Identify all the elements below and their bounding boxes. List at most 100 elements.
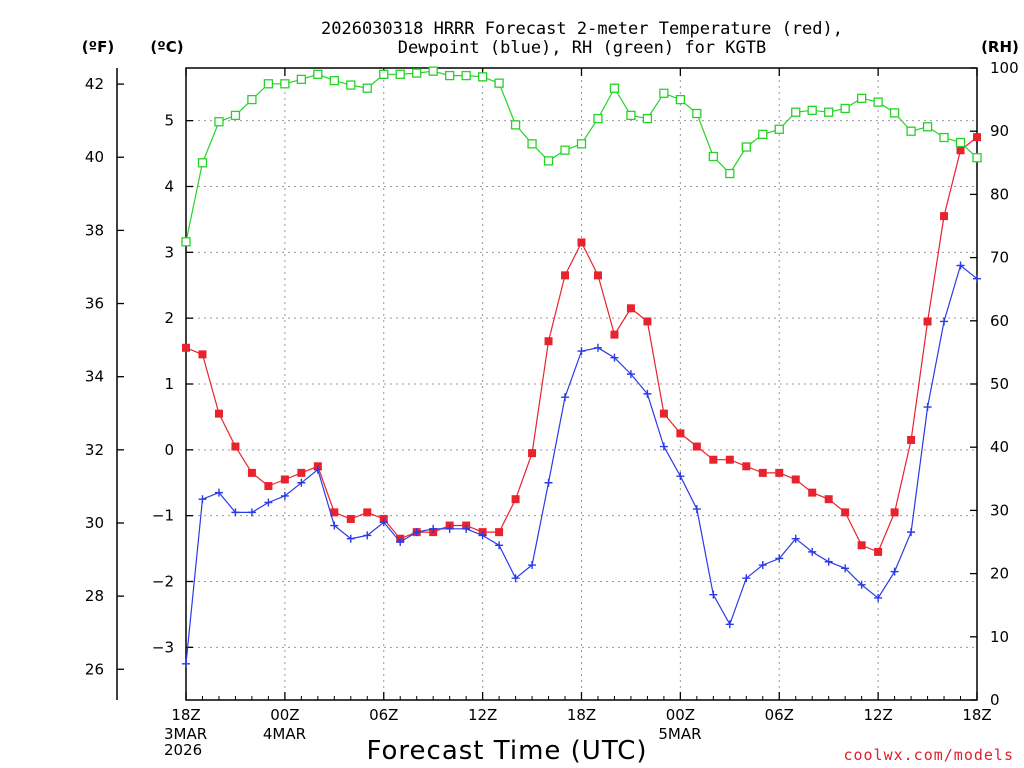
rh-point [230, 110, 241, 121]
dewpoint-point [264, 498, 273, 507]
temperature-point [742, 462, 751, 471]
rh-point [708, 151, 718, 162]
dewpoint-point [478, 531, 487, 540]
time-tick-label: 12Z [468, 706, 497, 724]
dewpoint-point [445, 524, 454, 533]
dewpoint-point [923, 403, 932, 412]
rh-point [642, 113, 653, 124]
temperature-point [973, 133, 981, 142]
temperature-point [363, 508, 372, 517]
dewpoint-point [313, 465, 322, 474]
rh-point [313, 69, 323, 79]
title-line-1: 2026030318 HRRR Forecast 2-meter Tempera… [321, 19, 843, 39]
rh-point [527, 139, 537, 149]
dewpoint-point [907, 528, 916, 537]
time-date-label: 2026 [164, 741, 202, 759]
fahrenheit-unit-label: (ºF) [82, 38, 114, 56]
temperature-point [791, 475, 800, 484]
time-tick-label: 06Z [369, 706, 398, 724]
temperature-point [676, 429, 685, 438]
dewpoint-point [610, 353, 619, 362]
rh-point [955, 137, 966, 148]
rh-point [791, 107, 801, 117]
rh-point [889, 108, 900, 118]
time-tick-label: 06Z [765, 706, 794, 724]
rh-point [939, 132, 949, 143]
temperature-point [874, 547, 883, 556]
rh-point [675, 94, 686, 105]
rh-point [445, 70, 455, 81]
rh-point [543, 156, 554, 166]
dewpoint-point [709, 590, 718, 599]
rh-point [906, 126, 916, 136]
dewpoint-point [214, 488, 223, 497]
rh-tick-label: 30 [990, 501, 1009, 519]
temperature-point [280, 475, 289, 484]
rh-point [395, 69, 405, 79]
rh-point [412, 68, 422, 78]
temperature-point [528, 449, 537, 458]
rh-point [510, 120, 521, 130]
dewpoint-point [511, 574, 520, 583]
grid-lines [186, 68, 977, 700]
temperature-point [643, 317, 652, 326]
time-tick-label: 18Z [171, 706, 200, 724]
celsius-tick-label: 1 [164, 375, 174, 393]
fahrenheit-tick-label: 28 [85, 587, 104, 605]
temperature-point [758, 468, 767, 477]
celsius-axis: −3 −2 −1 0 1 2 3 4 5 [152, 112, 193, 656]
dewpoint-point [182, 659, 190, 668]
time-date-label: 4MAR [263, 725, 306, 743]
rh-point [758, 129, 768, 140]
rh-point [626, 110, 636, 121]
rh-point [477, 72, 488, 82]
temperature-point [593, 271, 602, 280]
rh-tick-label: 90 [990, 122, 1009, 140]
temperature-point [808, 488, 817, 497]
dewpoint-point [544, 478, 553, 487]
fahrenheit-tick-label: 42 [85, 75, 104, 93]
dewpoint-point [643, 389, 652, 398]
rh-point [593, 113, 603, 124]
rh-point [181, 237, 191, 247]
rh-point [214, 117, 224, 127]
celsius-tick-label: −2 [152, 573, 174, 591]
temperature-point [198, 350, 207, 359]
celsius-tick-label: −3 [152, 638, 174, 656]
temperature-point [857, 541, 866, 550]
rh-point [329, 75, 339, 86]
dewpoint-point [412, 528, 421, 537]
dewpoint-point [940, 317, 949, 326]
time-date-label: 3MAR [164, 725, 207, 743]
rh-unit-label: (RH) [981, 38, 1019, 56]
celsius-tick-label: 3 [164, 243, 174, 261]
rh-tick-label: 50 [990, 375, 1009, 393]
credit-link[interactable]: coolwx.com/models [843, 746, 1014, 764]
rh-point [972, 153, 982, 163]
dewpoint-point [593, 343, 602, 352]
rh-point [362, 83, 372, 93]
x-axis-label: Forecast Time (UTC) [366, 736, 647, 766]
rh-axis: 0 10 20 30 40 50 60 70 80 90 100 [970, 59, 1019, 709]
rh-point [659, 88, 669, 98]
rh-point [197, 158, 208, 168]
temperature-point [725, 455, 734, 464]
temperature-point [692, 442, 701, 451]
temperature-point [544, 337, 553, 346]
dewpoint-point [659, 442, 668, 451]
temperature-point [841, 508, 850, 517]
rh-point [263, 79, 274, 89]
temperature-point [610, 330, 619, 339]
dewpoint-point [758, 561, 767, 570]
rh-point [247, 94, 257, 105]
celsius-tick-label: 4 [164, 178, 174, 196]
temperature-point [775, 468, 784, 477]
dewpoint-series [182, 261, 981, 668]
dewpoint-point [775, 554, 784, 563]
temperature-point [346, 514, 355, 523]
rh-point [824, 107, 834, 117]
dewpoint-point [297, 478, 306, 487]
rh-tick-label: 70 [990, 249, 1009, 267]
rh-point [296, 74, 307, 85]
